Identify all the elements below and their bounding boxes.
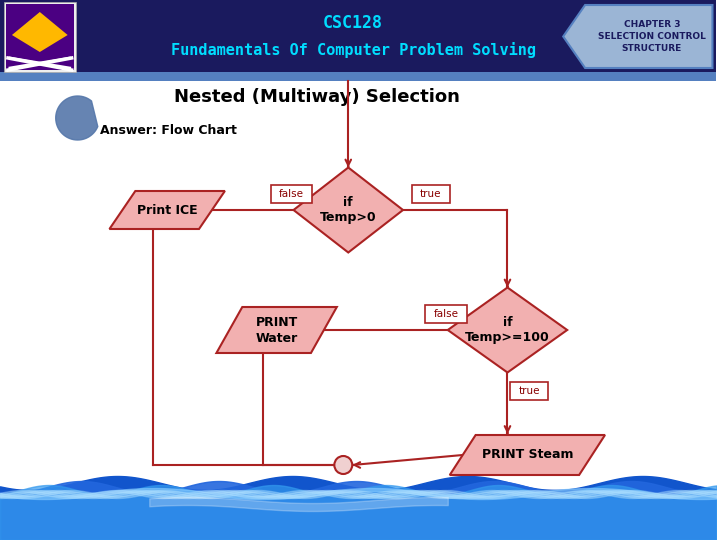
Text: if
Temp>=100: if Temp>=100: [465, 315, 550, 345]
Text: true: true: [518, 386, 540, 395]
Polygon shape: [563, 5, 713, 68]
FancyBboxPatch shape: [0, 72, 716, 81]
Text: false: false: [433, 309, 459, 319]
Text: PRINT
Water: PRINT Water: [256, 315, 298, 345]
Text: true: true: [420, 189, 441, 199]
Circle shape: [334, 456, 352, 474]
FancyBboxPatch shape: [6, 56, 73, 69]
Text: Fundamentals Of Computer Problem Solving: Fundamentals Of Computer Problem Solving: [171, 42, 536, 58]
Text: false: false: [279, 189, 304, 199]
Text: Print ICE: Print ICE: [137, 204, 197, 217]
FancyBboxPatch shape: [271, 185, 312, 203]
Polygon shape: [294, 167, 403, 253]
Polygon shape: [12, 12, 68, 52]
Text: CSC128: CSC128: [323, 14, 383, 32]
FancyBboxPatch shape: [6, 4, 73, 70]
FancyBboxPatch shape: [0, 0, 716, 72]
Polygon shape: [217, 307, 337, 353]
Polygon shape: [448, 287, 567, 373]
Text: PRINT Steam: PRINT Steam: [482, 449, 573, 462]
FancyBboxPatch shape: [412, 185, 450, 203]
Text: if
Temp>0: if Temp>0: [320, 195, 377, 225]
Polygon shape: [109, 191, 225, 229]
Text: CHAPTER 3
SELECTION CONTROL
STRUCTURE: CHAPTER 3 SELECTION CONTROL STRUCTURE: [598, 20, 706, 53]
Text: Nested (Multiway) Selection: Nested (Multiway) Selection: [174, 88, 460, 106]
Text: Answer: Flow Chart: Answer: Flow Chart: [99, 124, 236, 137]
Polygon shape: [450, 435, 605, 475]
FancyBboxPatch shape: [4, 2, 76, 72]
FancyBboxPatch shape: [425, 305, 467, 323]
Polygon shape: [55, 96, 98, 140]
FancyBboxPatch shape: [510, 381, 548, 400]
